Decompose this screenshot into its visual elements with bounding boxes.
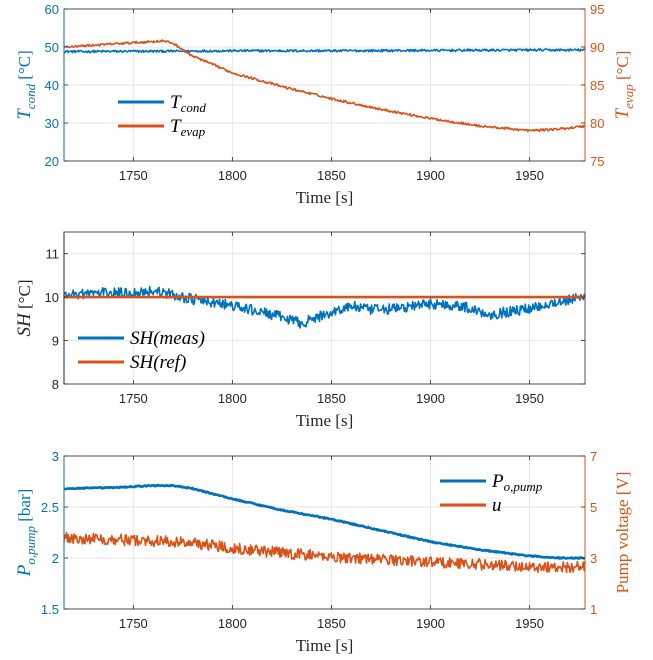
x-tick-label: 1800 — [218, 616, 247, 631]
y-tick-label-left: 2 — [52, 551, 59, 566]
x-tick-label: 1750 — [119, 391, 148, 406]
y-tick-label-right: 3 — [590, 551, 597, 566]
y-tick-label-right: 1 — [590, 602, 597, 617]
series-line-1 — [63, 483, 586, 560]
y-tick-label-left: 20 — [45, 154, 59, 169]
legend-label-1: Po,pump — [491, 471, 543, 494]
y-axis-label-right-text: Tevap [°C] — [612, 51, 636, 120]
y-axis-label-left: Tcond [°C] — [14, 50, 38, 120]
chart-panel-1: 1750 1800 1850 1900 1950 Time [s] 20 30 40 50 60 Tc… — [14, 2, 636, 207]
y-tick-label-left: 30 — [45, 116, 59, 131]
x-tick-label: 1750 — [119, 616, 148, 631]
x-axis-label: Time [s] — [296, 411, 353, 430]
y-tick-label-left: 10 — [45, 290, 59, 305]
x-tick-label: 1750 — [119, 168, 148, 183]
y-axis-label-left-text: Tcond [°C] — [14, 50, 38, 120]
x-tick-label: 1800 — [218, 168, 247, 183]
y-tick-label-left: 11 — [46, 247, 60, 262]
x-tick-label: 1950 — [515, 391, 544, 406]
legend-label-1: SH(meas) — [130, 328, 205, 349]
y-tick-label-right: 7 — [590, 449, 597, 464]
x-tick-label: 1950 — [515, 616, 544, 631]
y-axis-label-left: SH [°C] — [14, 280, 35, 337]
x-tick-label: 1800 — [218, 391, 247, 406]
legend-label-1: Tcond — [170, 92, 206, 115]
y-tick-label-right: 90 — [590, 40, 604, 55]
y-axis-label-right-text: Pump voltage [V] — [613, 472, 632, 594]
y-tick-label-left: 60 — [45, 2, 59, 17]
legend: SH(meas) SH(ref) — [78, 328, 205, 373]
legend-label-2: u — [492, 495, 502, 516]
x-tick-label: 1900 — [416, 168, 445, 183]
y-tick-label-left: 8 — [52, 377, 59, 392]
legend-label-2: Tevap — [170, 116, 206, 139]
x-tick-label: 1850 — [317, 616, 346, 631]
y-tick-label-right: 75 — [590, 154, 604, 169]
y-axis-label-right: Pump voltage [V] — [613, 472, 632, 594]
x-axis-label: Time [s] — [296, 188, 353, 207]
x-axis-label: Time [s] — [296, 636, 353, 655]
y-axis-label-left-text: Po,pump [bar] — [14, 489, 38, 578]
chart-panel-2: 1750 1800 1850 1900 1950 Time [s] 8 9 10 11 SH [°C… — [14, 231, 586, 430]
series-line-2 — [63, 39, 586, 133]
x-tick-label: 1950 — [515, 168, 544, 183]
series-line-2 — [63, 531, 586, 574]
chart-panel-3: 1750 1800 1850 1900 1950 Time [s] 1.5 2 2.5 3 Po,p… — [14, 449, 632, 655]
y-tick-label-left: 2.5 — [41, 500, 59, 515]
y-tick-label-right: 85 — [590, 78, 604, 93]
y-axis-label-left-text: SH [°C] — [14, 280, 35, 337]
y-tick-label-left: 50 — [45, 40, 59, 55]
y-tick-label-right: 95 — [590, 2, 604, 17]
y-tick-label-right: 5 — [590, 500, 597, 515]
y-tick-label-left: 40 — [45, 78, 59, 93]
y-tick-label-right: 80 — [590, 116, 604, 131]
x-tick-label: 1900 — [416, 616, 445, 631]
legend-label-2: SH(ref) — [130, 352, 186, 373]
plot-area — [64, 456, 585, 609]
series-line-1 — [64, 48, 586, 54]
y-tick-label-left: 9 — [52, 334, 59, 349]
series-line-1 — [63, 285, 586, 329]
y-tick-label-left: 3 — [52, 449, 59, 464]
x-tick-label: 1850 — [317, 168, 346, 183]
y-axis-label-left: Po,pump [bar] — [14, 489, 38, 578]
y-tick-label-left: 1.5 — [41, 602, 59, 617]
plot-area — [64, 232, 585, 384]
y-axis-label-right: Tevap [°C] — [612, 51, 636, 120]
x-tick-label: 1850 — [317, 391, 346, 406]
x-tick-label: 1900 — [416, 391, 445, 406]
